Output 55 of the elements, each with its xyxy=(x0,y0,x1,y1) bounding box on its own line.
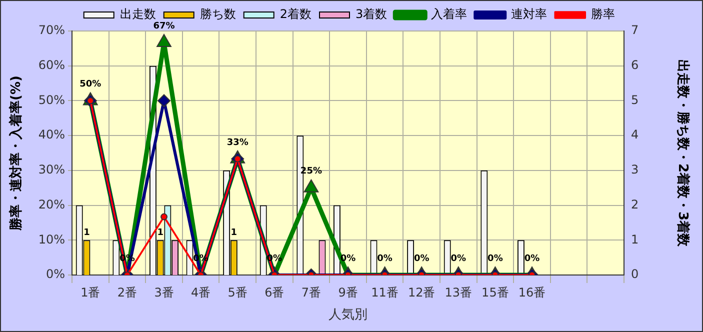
legend-label: 勝率 xyxy=(591,7,616,22)
data-label: 0% xyxy=(266,254,282,264)
y2-tick-label: 6 xyxy=(631,58,639,72)
x-axis-title: 人気別 xyxy=(328,308,368,323)
data-label: 1 xyxy=(84,228,90,238)
data-label: 0% xyxy=(488,254,503,264)
x-tick-label: 9番 xyxy=(338,285,358,300)
x-tick-label: 11番 xyxy=(371,285,398,300)
x-tick-label: 3番 xyxy=(154,285,174,300)
data-label: 1 xyxy=(157,228,164,238)
legend-label: 2着数 xyxy=(280,7,312,22)
data-label: 0% xyxy=(377,254,392,264)
x-tick-label: 4番 xyxy=(190,285,211,300)
data-label: 33% xyxy=(226,138,248,148)
x-tick-label: 5番 xyxy=(228,285,248,300)
x-tick-label: 12番 xyxy=(408,285,436,300)
y-tick-label: 50% xyxy=(38,92,65,107)
y2-tick-label: 1 xyxy=(631,232,639,246)
point xyxy=(158,94,170,108)
x-tick-label: 2番 xyxy=(117,285,138,300)
data-label: 0% xyxy=(193,254,208,264)
x-tick-label: 1番 xyxy=(80,285,100,300)
y-tick-label: 30% xyxy=(38,162,65,177)
x-tick-label: 13番 xyxy=(444,285,472,300)
data-label: 50% xyxy=(80,80,102,90)
y2-tick-label: 5 xyxy=(631,92,639,107)
y2-tick-label: 4 xyxy=(631,128,639,142)
data-label: 0% xyxy=(414,254,430,264)
x-tick-label: 15番 xyxy=(482,285,509,300)
data-label: 0% xyxy=(524,254,540,264)
y-tick-label: 10% xyxy=(38,232,65,246)
legend-label: 入着率 xyxy=(431,7,468,22)
y2-axis-title: 出走数・勝ち数・2着数・3着数 xyxy=(674,59,691,248)
data-label: 0% xyxy=(120,254,135,264)
x-tick-label: 16番 xyxy=(518,285,546,300)
data-label: 0% xyxy=(450,254,466,264)
y2-tick-label: 2 xyxy=(631,197,639,212)
point xyxy=(304,179,319,192)
y-tick-label: 20% xyxy=(38,197,65,212)
legend-label: 勝ち数 xyxy=(200,7,236,22)
legend-label: 出走数 xyxy=(120,7,156,22)
data-label: 67% xyxy=(153,21,175,32)
legend-label: 3着数 xyxy=(356,7,388,22)
legend-label: 連対率 xyxy=(511,7,548,22)
y-axis-title: 勝率・連対率・入着率(%) xyxy=(8,76,24,232)
y2-tick-label: 0 xyxy=(631,267,639,282)
y-tick-label: 0% xyxy=(46,267,65,282)
y2-tick-label: 3 xyxy=(631,162,639,177)
y2-tick-label: 7 xyxy=(631,23,639,38)
y-tick-label: 60% xyxy=(38,58,65,72)
y-tick-label: 70% xyxy=(38,23,65,38)
y-tick-label: 40% xyxy=(38,128,65,142)
x-tick-label: 6番 xyxy=(264,285,284,300)
x-tick-label: 7番 xyxy=(301,285,322,300)
data-label: 1 xyxy=(230,228,238,238)
